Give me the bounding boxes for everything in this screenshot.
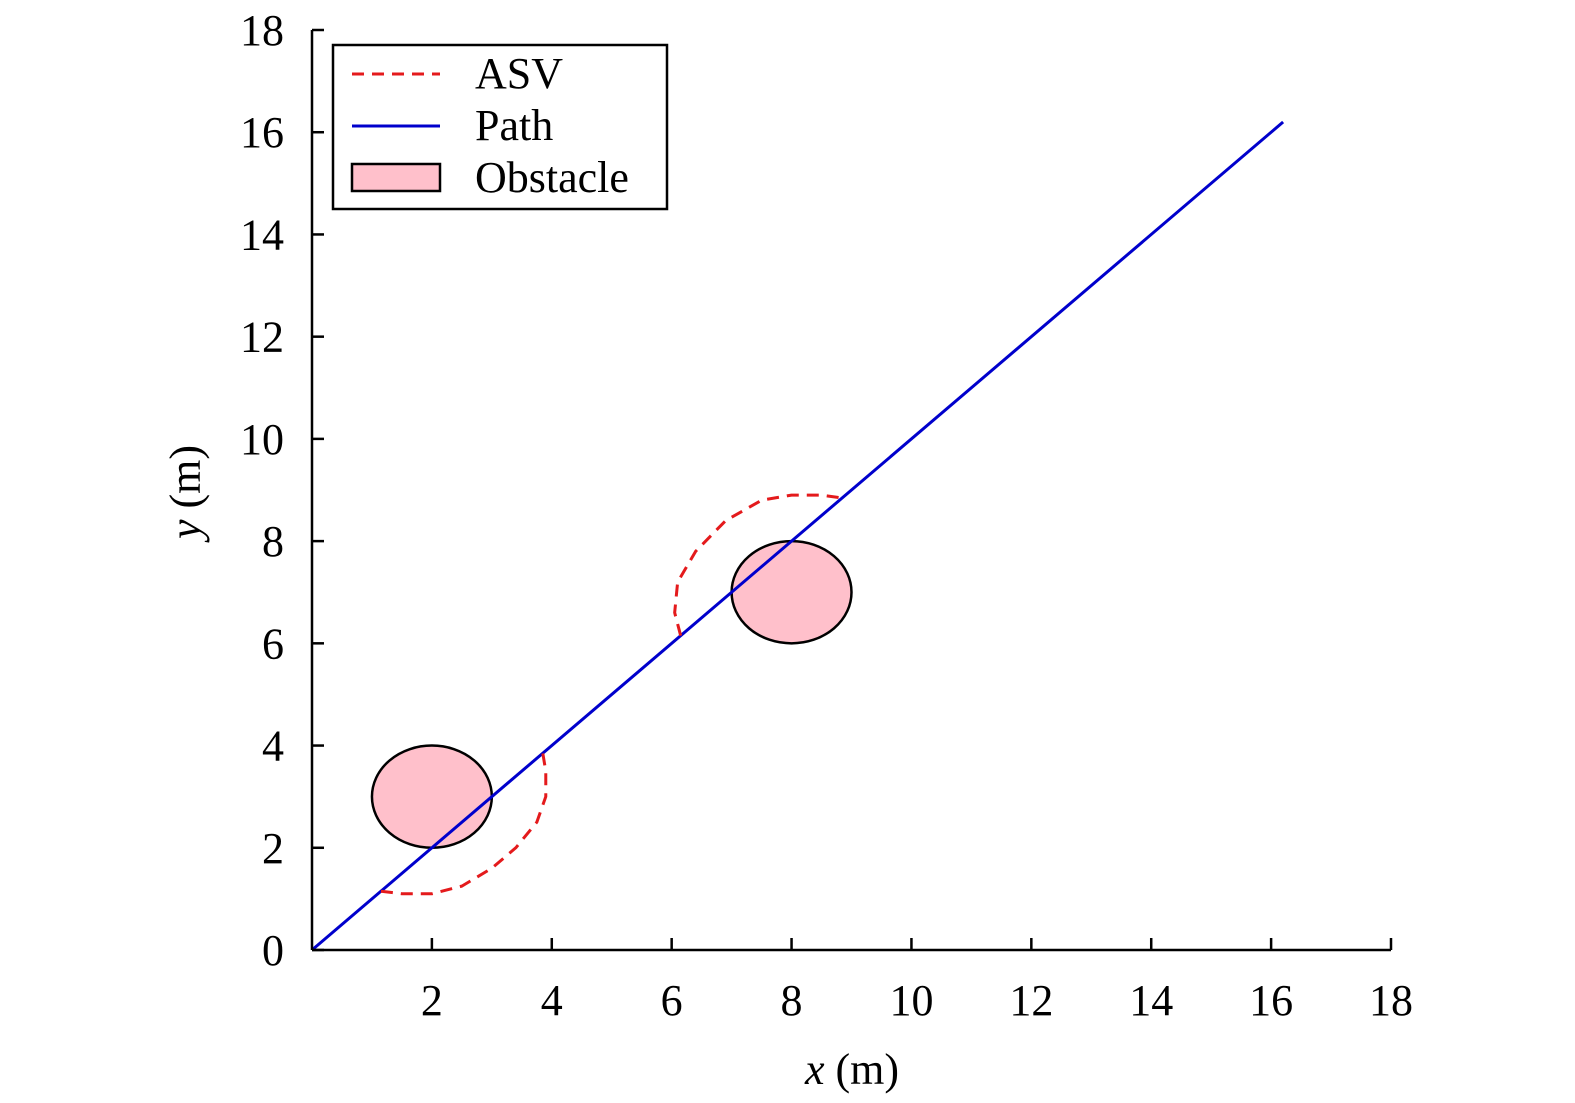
y-tick-label: 2 bbox=[262, 824, 284, 873]
path-line bbox=[311, 120, 1285, 952]
x-tick-label: 10 bbox=[889, 976, 933, 1025]
x-tick-label: 8 bbox=[781, 976, 803, 1025]
obstacle-1 bbox=[370, 744, 494, 850]
y-tick-label: 12 bbox=[240, 313, 284, 362]
x-tick-label: 2 bbox=[421, 976, 443, 1025]
x-tick-label: 18 bbox=[1369, 976, 1413, 1025]
x-tick-label: 6 bbox=[661, 976, 683, 1025]
y-tick-label: 4 bbox=[262, 722, 284, 771]
legend: ASV Path Obstacle bbox=[331, 43, 669, 211]
asv-trajectory-2 bbox=[673, 493, 840, 637]
y-tick-label: 16 bbox=[240, 108, 284, 157]
plot-area bbox=[311, 120, 1285, 952]
legend-obstacle-swatch bbox=[350, 162, 442, 193]
x-tick-label: 14 bbox=[1129, 976, 1173, 1025]
asv-trajectory-1 bbox=[380, 752, 548, 896]
y-axis-label: y (m) bbox=[161, 445, 210, 543]
y-tick-label: 14 bbox=[240, 210, 284, 259]
y-tick-label: 0 bbox=[262, 926, 284, 975]
y-tick-label: 8 bbox=[262, 517, 284, 566]
x-tick-label: 16 bbox=[1249, 976, 1293, 1025]
obstacle-2 bbox=[730, 539, 853, 645]
legend-path-label: Path bbox=[475, 101, 553, 150]
y-tick-label: 18 bbox=[240, 6, 284, 55]
y-tick-label: 10 bbox=[240, 415, 284, 464]
legend-asv-label: ASV bbox=[475, 49, 563, 98]
axes: 2 4 6 8 10 12 14 16 18 0 2 4 6 8 10 12 14 16 18 bbox=[240, 6, 1413, 1025]
y-tick-label: 6 bbox=[262, 619, 284, 668]
x-axis-label: x (m) bbox=[804, 1045, 899, 1094]
legend-obstacle-label: Obstacle bbox=[475, 153, 629, 202]
x-tick-label: 12 bbox=[1009, 976, 1053, 1025]
x-tick-label: 4 bbox=[541, 976, 563, 1025]
